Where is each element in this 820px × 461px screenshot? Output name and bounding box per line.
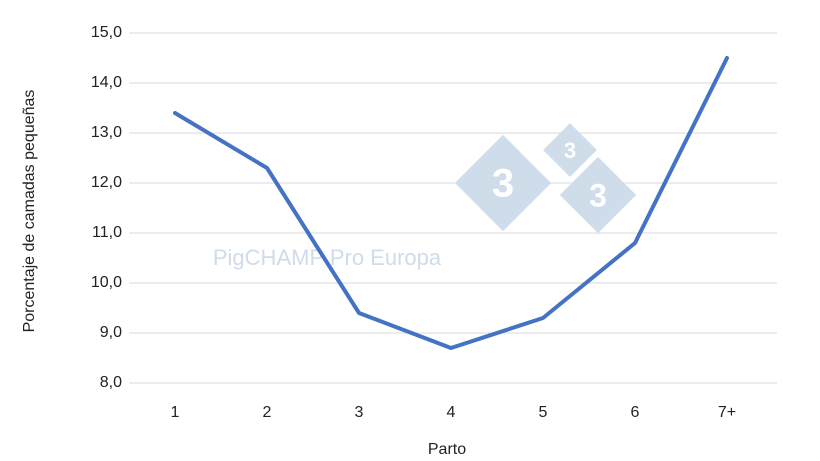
y-tick-label: 15,0 xyxy=(91,24,122,41)
x-axis-title: Parto xyxy=(428,441,466,458)
y-tick-label: 14,0 xyxy=(91,74,122,91)
logo-digit: 3 xyxy=(589,177,607,213)
y-tick-label: 11,0 xyxy=(92,224,122,241)
x-tick-label: 1 xyxy=(171,404,180,421)
logo-diamond xyxy=(559,156,637,234)
y-tick-label: 8,0 xyxy=(100,374,122,391)
x-tick-label: 4 xyxy=(447,404,456,421)
y-tick-label: 13,0 xyxy=(91,124,122,141)
x-tick-label: 6 xyxy=(631,404,640,421)
x-tick-label: 7+ xyxy=(718,404,736,421)
x-tick-label: 3 xyxy=(355,404,364,421)
logo-diamond xyxy=(454,134,552,232)
logo-digit: 3 xyxy=(492,162,514,206)
y-tick-label: 9,0 xyxy=(100,324,122,341)
logo xyxy=(454,123,637,234)
y-axis-title: Porcentaje de camadas pequeñas xyxy=(21,90,38,333)
y-tick-label: 10,0 xyxy=(91,274,122,291)
x-tick-label: 2 xyxy=(263,404,272,421)
logo-digit: 3 xyxy=(564,138,576,163)
x-tick-label: 5 xyxy=(539,404,548,421)
line xyxy=(173,56,729,350)
y-tick-label: 12,0 xyxy=(91,174,122,191)
